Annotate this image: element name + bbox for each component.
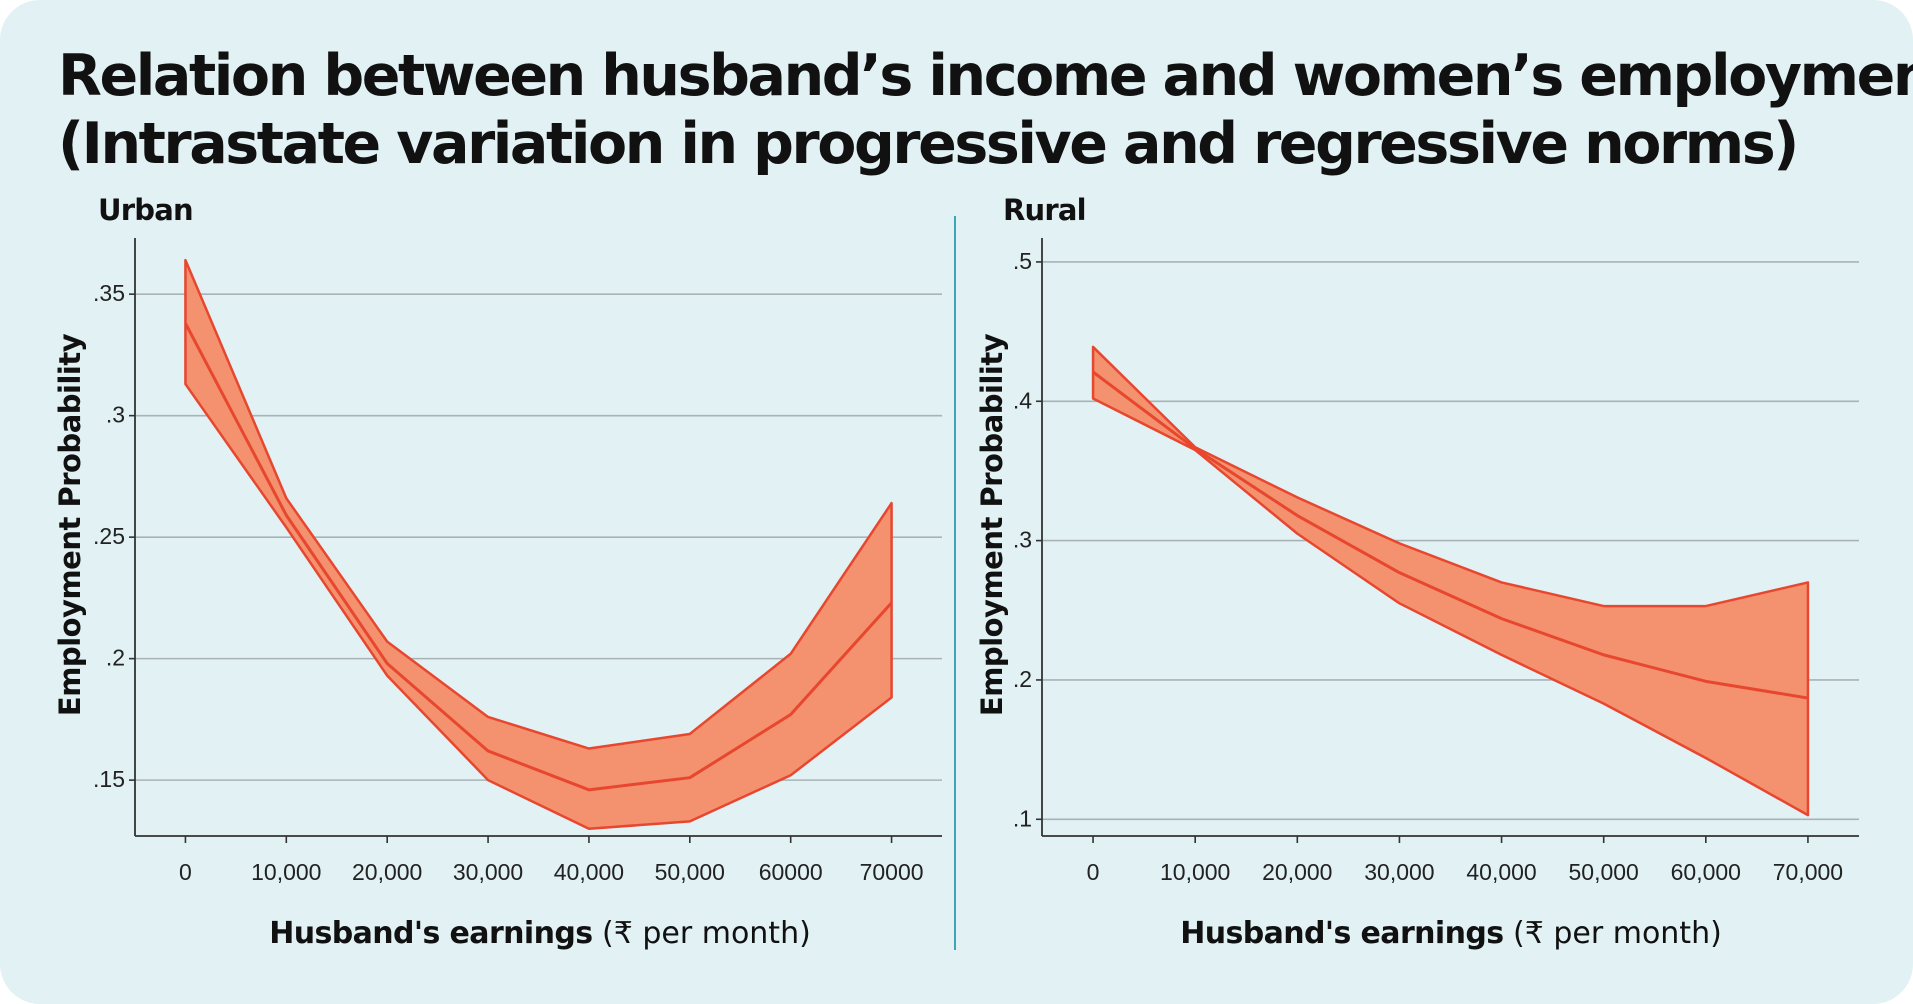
x-tick-label: 20,000 bbox=[352, 859, 422, 885]
confidence-band bbox=[1091, 345, 1810, 817]
x-axis-title-unit: (₹ per month) bbox=[1503, 916, 1721, 951]
x-axis-title-bold: Husband's earnings bbox=[269, 916, 592, 951]
y-tick-label: .1 bbox=[1013, 805, 1032, 831]
y-axis-title: Employment Probability bbox=[53, 333, 87, 716]
chart-title-line-1: Relation between husband’s income and wo… bbox=[58, 43, 1913, 109]
y-tick-label: .3 bbox=[106, 402, 125, 428]
y-tick-label: .2 bbox=[1013, 666, 1032, 692]
x-tick-label: 10,000 bbox=[1160, 859, 1230, 885]
y-tick-label: .35 bbox=[93, 280, 125, 306]
y-tick-label: .15 bbox=[93, 766, 125, 792]
chart-title-line-2: (Intrastate variation in progressive and… bbox=[58, 111, 1799, 177]
x-tick-label: 70000 bbox=[860, 859, 924, 885]
y-tick-label: .4 bbox=[1013, 387, 1032, 413]
x-tick-label: 10,000 bbox=[251, 859, 321, 885]
x-tick-label: 60000 bbox=[759, 859, 823, 885]
y-tick-label: .5 bbox=[1013, 248, 1032, 274]
estimate-line bbox=[184, 322, 893, 792]
x-tick-label: 40,000 bbox=[1466, 859, 1536, 885]
x-tick-label: 0 bbox=[1087, 859, 1100, 885]
rural-panel-label: Rural bbox=[1003, 193, 1087, 227]
x-axis-title: Husband's earnings (₹ per month) bbox=[269, 916, 811, 951]
x-tick-label: 60,000 bbox=[1671, 859, 1741, 885]
chart-title: Relation between husband’s income and wo… bbox=[58, 42, 1913, 178]
x-tick-label: 20,000 bbox=[1262, 859, 1332, 885]
x-tick-label: 30,000 bbox=[1364, 859, 1434, 885]
x-axis-title-unit: (₹ per month) bbox=[592, 916, 810, 951]
x-axis-title: Husband's earnings (₹ per month) bbox=[1180, 916, 1722, 951]
panel-divider bbox=[954, 216, 956, 950]
x-tick-label: 50,000 bbox=[1569, 859, 1639, 885]
y-tick-label: .2 bbox=[106, 645, 125, 671]
x-axis-title-bold: Husband's earnings bbox=[1180, 916, 1503, 951]
y-axis-title: Employment Probability bbox=[975, 333, 1009, 716]
urban-chart: .15 .2 .25 .3 .35 0 10,000 20,000 30,000 40,000 50… bbox=[53, 238, 942, 951]
x-tick-label: 0 bbox=[179, 859, 192, 885]
x-tick-label: 30,000 bbox=[453, 859, 523, 885]
x-tick-label: 70,000 bbox=[1773, 859, 1843, 885]
estimate-line bbox=[1092, 370, 1809, 700]
urban-panel-label: Urban bbox=[98, 193, 194, 227]
x-tick-label: 40,000 bbox=[554, 859, 624, 885]
x-tick-label: 50,000 bbox=[655, 859, 725, 885]
y-tick-label: .25 bbox=[93, 523, 125, 549]
confidence-band bbox=[184, 258, 893, 830]
y-tick-label: .3 bbox=[1013, 527, 1032, 553]
